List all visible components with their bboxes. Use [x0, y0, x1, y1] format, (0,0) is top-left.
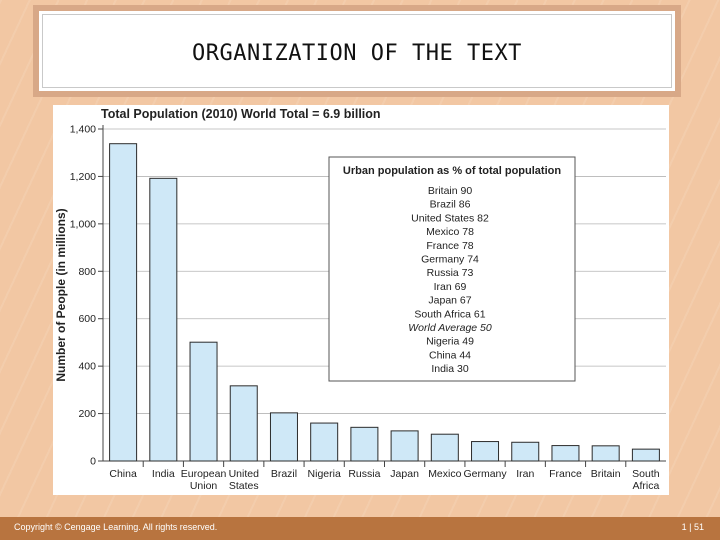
- bar: [430, 433, 459, 462]
- bar: [591, 445, 620, 462]
- inset-title: Urban population as % of total populatio…: [343, 165, 561, 177]
- inset-item: World Average 50: [408, 322, 492, 334]
- y-tick-label: 1,400: [70, 124, 96, 136]
- x-tick-label: Russia: [348, 468, 380, 480]
- bar: [310, 422, 339, 462]
- bar: [189, 341, 218, 462]
- inset-item: China 44: [429, 349, 471, 361]
- slide-title: ORGANIZATION OF THE TEXT: [192, 41, 522, 66]
- y-tick-label: 400: [78, 361, 96, 373]
- bar: [631, 448, 660, 462]
- x-tick-label: Africa: [632, 480, 659, 492]
- bar: [229, 385, 258, 462]
- bar: [350, 426, 379, 462]
- x-tick-label: Nigeria: [308, 468, 341, 480]
- chart-panel: Total Population (2010) World Total = 6.…: [53, 105, 669, 495]
- bar: [269, 412, 298, 462]
- x-tick-label: Iran: [516, 468, 534, 480]
- x-tick-label: Brazil: [271, 468, 297, 480]
- bar: [109, 143, 138, 462]
- inset-box: [328, 156, 576, 382]
- x-tick-label: Mexico: [428, 468, 461, 480]
- bar: [149, 177, 178, 462]
- inset-item: India 30: [431, 363, 469, 375]
- x-tick-label: South: [632, 468, 660, 480]
- title-box-inner-border: [42, 14, 672, 88]
- inset-item: Russia 73: [427, 267, 474, 279]
- x-tick-label: Union: [190, 480, 218, 492]
- population-bar-chart: Total Population (2010) World Total = 6.…: [54, 107, 666, 492]
- inset-item: United States 82: [411, 212, 489, 224]
- bar: [551, 445, 580, 462]
- bar: [471, 441, 500, 462]
- y-tick-label: 200: [78, 408, 96, 420]
- inset-item: France 78: [426, 240, 473, 252]
- inset-item: Japan 67: [428, 295, 471, 307]
- y-tick-label: 1,000: [70, 218, 96, 230]
- inset-item: South Africa 61: [414, 308, 485, 320]
- inset-item: Germany 74: [421, 254, 479, 266]
- inset-item: Nigeria 49: [426, 336, 474, 348]
- x-tick-label: China: [109, 468, 137, 480]
- x-tick-label: India: [152, 468, 175, 480]
- x-tick-label: States: [229, 480, 259, 492]
- x-tick-label: Germany: [463, 468, 507, 480]
- title-box: ORGANIZATION OF THE TEXT: [33, 5, 681, 97]
- y-tick-label: 800: [78, 266, 96, 278]
- x-tick-label: Japan: [390, 468, 419, 480]
- y-tick-label: 0: [90, 456, 96, 468]
- x-tick-label: United: [229, 468, 260, 480]
- x-tick-label: European: [181, 468, 227, 480]
- x-tick-label: France: [549, 468, 582, 480]
- y-tick-label: 600: [78, 313, 96, 325]
- inset-item: Britain 90: [428, 185, 473, 197]
- y-axis-label: Number of People (in millions): [54, 208, 68, 381]
- inset-item: Iran 69: [434, 281, 467, 293]
- bar: [390, 430, 419, 462]
- footer-bar: Copyright © Cengage Learning. All rights…: [0, 517, 720, 540]
- copyright-text: Copyright © Cengage Learning. All rights…: [14, 522, 218, 532]
- page-number: 1 | 51: [681, 522, 704, 532]
- bar: [511, 441, 540, 462]
- y-tick-label: 1,200: [70, 171, 96, 183]
- chart-title: Total Population (2010) World Total = 6.…: [101, 107, 381, 121]
- inset-item: Mexico 78: [426, 226, 474, 238]
- x-tick-label: Britain: [591, 468, 621, 480]
- inset-item: Brazil 86: [430, 199, 471, 211]
